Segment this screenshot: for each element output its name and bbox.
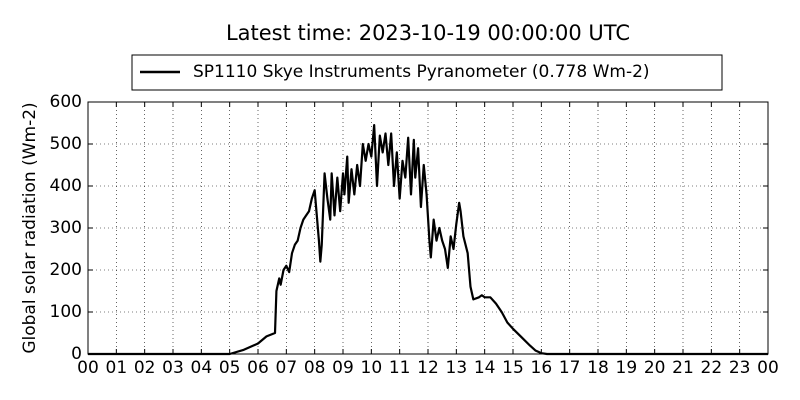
- y-tick-label: 300: [50, 218, 82, 238]
- data-line: [88, 124, 768, 356]
- y-tick-label: 600: [50, 92, 82, 112]
- x-tick-label: 08: [304, 358, 326, 378]
- y-tick-label: 500: [50, 134, 82, 154]
- x-tick-label: 18: [587, 358, 609, 378]
- x-tick-label: 16: [531, 358, 553, 378]
- legend-box: [131, 54, 723, 91]
- plot-frame: [87, 101, 769, 355]
- x-tick-label: 23: [729, 358, 751, 378]
- x-tick-label: 01: [106, 358, 128, 378]
- x-tick-label: 07: [276, 358, 298, 378]
- y-tick-label: 200: [50, 260, 82, 280]
- x-tick-label: 05: [219, 358, 241, 378]
- x-tick-label: 09: [332, 358, 354, 378]
- x-tick-label: 17: [559, 358, 581, 378]
- x-tick-label: 03: [162, 358, 184, 378]
- x-tick-label: 10: [361, 358, 383, 378]
- x-tick-label: 20: [644, 358, 666, 378]
- x-tick-label: 02: [134, 358, 156, 378]
- x-tick-label: 12: [417, 358, 439, 378]
- x-tick-label: 00: [77, 358, 99, 378]
- x-tick-label: 15: [502, 358, 524, 378]
- x-tick-label: 21: [672, 358, 694, 378]
- y-tick-label: 400: [50, 176, 82, 196]
- x-tick-label: 11: [389, 358, 411, 378]
- x-tick-label: 00: [757, 358, 779, 378]
- x-tick-label: 13: [446, 358, 468, 378]
- y-axis-label: Global solar radiation (Wm-2): [20, 102, 40, 353]
- chart-title: Latest time: 2023-10-19 00:00:00 UTC: [226, 21, 630, 45]
- x-tick-label: 14: [474, 358, 496, 378]
- x-tick-label: 06: [247, 358, 269, 378]
- y-tick-label: 100: [50, 302, 82, 322]
- y-tick-label: 0: [71, 344, 82, 364]
- x-tick-label: 04: [191, 358, 213, 378]
- legend-label: SP1110 Skye Instruments Pyranometer (0.7…: [193, 62, 650, 82]
- x-tick-label: 22: [701, 358, 723, 378]
- x-tick-label: 19: [616, 358, 638, 378]
